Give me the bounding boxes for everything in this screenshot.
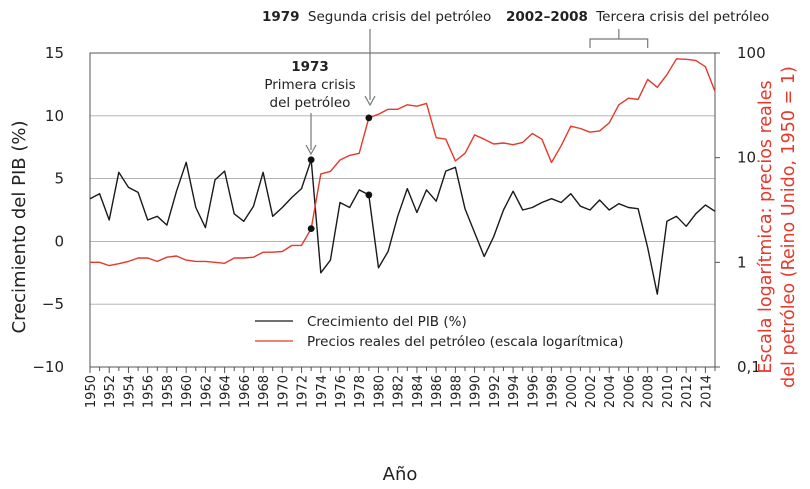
highlight-point-oil-1973 (307, 225, 315, 233)
x-tick-label: 1996 (526, 375, 541, 408)
legend-label-oil: Precios reales del petróleo (escala loga… (307, 334, 624, 350)
x-tick-label: 2006 (622, 375, 637, 408)
highlight-point-gdp-1973 (307, 156, 315, 164)
x-tick-label: 1974 (315, 375, 330, 408)
highlight-point-oil-1979 (365, 114, 373, 122)
x-tick-label: 1976 (334, 375, 349, 408)
annotation-1979-text: Segunda crisis del petróleo (308, 9, 491, 25)
x-tick-label: 1982 (392, 375, 407, 408)
y-right-tick-label: 1 (737, 253, 747, 271)
y-left-tick-label: 5 (54, 170, 64, 188)
gdp-growth-line (89, 159, 716, 295)
legend-label-gdp: Crecimiento del PIB (%) (307, 314, 467, 330)
x-tick-label: 1970 (276, 375, 291, 408)
y-left-tick-label: −10 (32, 358, 64, 376)
x-tick-label: 2012 (680, 375, 695, 408)
x-tick-label: 1984 (411, 375, 426, 408)
x-tick-label: 1958 (161, 375, 176, 408)
annotation-2002-label: 2002–2008 Tercera crisis del petróleo (506, 9, 769, 25)
x-tick-label: 1956 (142, 375, 157, 408)
x-tick-label: 1978 (353, 375, 368, 408)
highlight-point-gdp-1979 (365, 191, 373, 199)
x-tick-label: 2014 (699, 375, 714, 408)
y-left-tick-label: −5 (42, 295, 64, 313)
annotation-2002-bracket (589, 29, 649, 48)
annotation-1973: 1973 Primera crisis del petróleo (264, 59, 356, 156)
x-tick-label: 1990 (469, 375, 484, 408)
x-tick-label: 1952 (103, 375, 118, 408)
y-axis-right-title-line1: Escala logarítmica: precios reales (756, 80, 776, 373)
x-tick-label: 2008 (642, 375, 657, 408)
x-tick-label: 1966 (238, 375, 253, 408)
x-tick-label: 2004 (603, 375, 618, 408)
annotation-1979-arrowhead (364, 95, 376, 107)
x-tick-label: 1968 (257, 375, 272, 408)
annotation-1979: 1979 Segunda crisis del petróleo (262, 9, 491, 107)
annotation-2002-2008: 2002–2008 Tercera crisis del petróleo (506, 9, 769, 48)
x-tick-label: 2000 (565, 375, 580, 408)
x-tick-label: 1992 (488, 375, 503, 408)
oil-price-line (90, 58, 716, 267)
y-right-tick-label: 0,1 (737, 358, 761, 376)
plot-frame (89, 52, 716, 368)
gridlines (90, 115, 715, 305)
y-axis-left-ticks: −10 −5 0 5 10 15 (32, 44, 64, 376)
x-tick-label: 2002 (584, 375, 599, 408)
plot-border (89, 52, 716, 368)
x-tick-label: 1972 (296, 375, 311, 408)
y-right-tick-label: 100 (737, 44, 766, 62)
y-left-tick-label: 10 (45, 107, 64, 125)
x-tick-label: 1986 (430, 375, 445, 408)
x-tick-label: 2010 (661, 375, 676, 408)
y-axis-right-title: Escala logarítmica: precios reales del p… (756, 66, 799, 388)
x-tick-label: 1980 (372, 375, 387, 408)
x-tick-label: 1994 (507, 375, 522, 408)
y-left-tick-label: 15 (45, 44, 64, 62)
x-tick-label: 1960 (180, 375, 195, 408)
annotation-2002-text: Tercera crisis del petróleo (595, 9, 769, 25)
annotation-1973-year: 1973 (291, 59, 329, 75)
legend: Crecimiento del PIB (%) Precios reales d… (255, 314, 624, 350)
x-tick-label: 1998 (546, 375, 561, 408)
x-tick-label: 1954 (122, 375, 137, 408)
y-axis-left-title: Crecimiento del PIB (%) (9, 121, 30, 334)
x-tick-label: 1988 (449, 375, 464, 408)
annotation-1973-arrowhead (305, 144, 317, 156)
annotation-2002-years: 2002–2008 (506, 9, 588, 25)
series-lines (89, 58, 716, 295)
annotation-1979-label: 1979 Segunda crisis del petróleo (262, 9, 491, 25)
y-axis-right-title-line2: del petróleo (Reino Unido, 1950 = 1) (779, 66, 799, 388)
x-tick-label: 1962 (199, 375, 214, 408)
annotation-1973-line1: Primera crisis (264, 77, 355, 93)
x-tick-label: 1950 (84, 375, 99, 408)
highlight-points (307, 114, 373, 233)
y-left-tick-label: 0 (54, 232, 64, 250)
y-axis-right-ticks: 0,1 1 10 100 (715, 44, 766, 376)
y-right-tick-label: 10 (737, 149, 756, 167)
x-axis-ticks: 1950 1952 1954 1956 1958 1960 1962 1964 1966 1968… (84, 367, 716, 408)
annotation-1973-line2: del petróleo (270, 95, 351, 111)
x-axis-title: Año (383, 464, 418, 485)
annotation-1979-year: 1979 (262, 9, 300, 25)
x-tick-label: 1964 (219, 375, 234, 408)
